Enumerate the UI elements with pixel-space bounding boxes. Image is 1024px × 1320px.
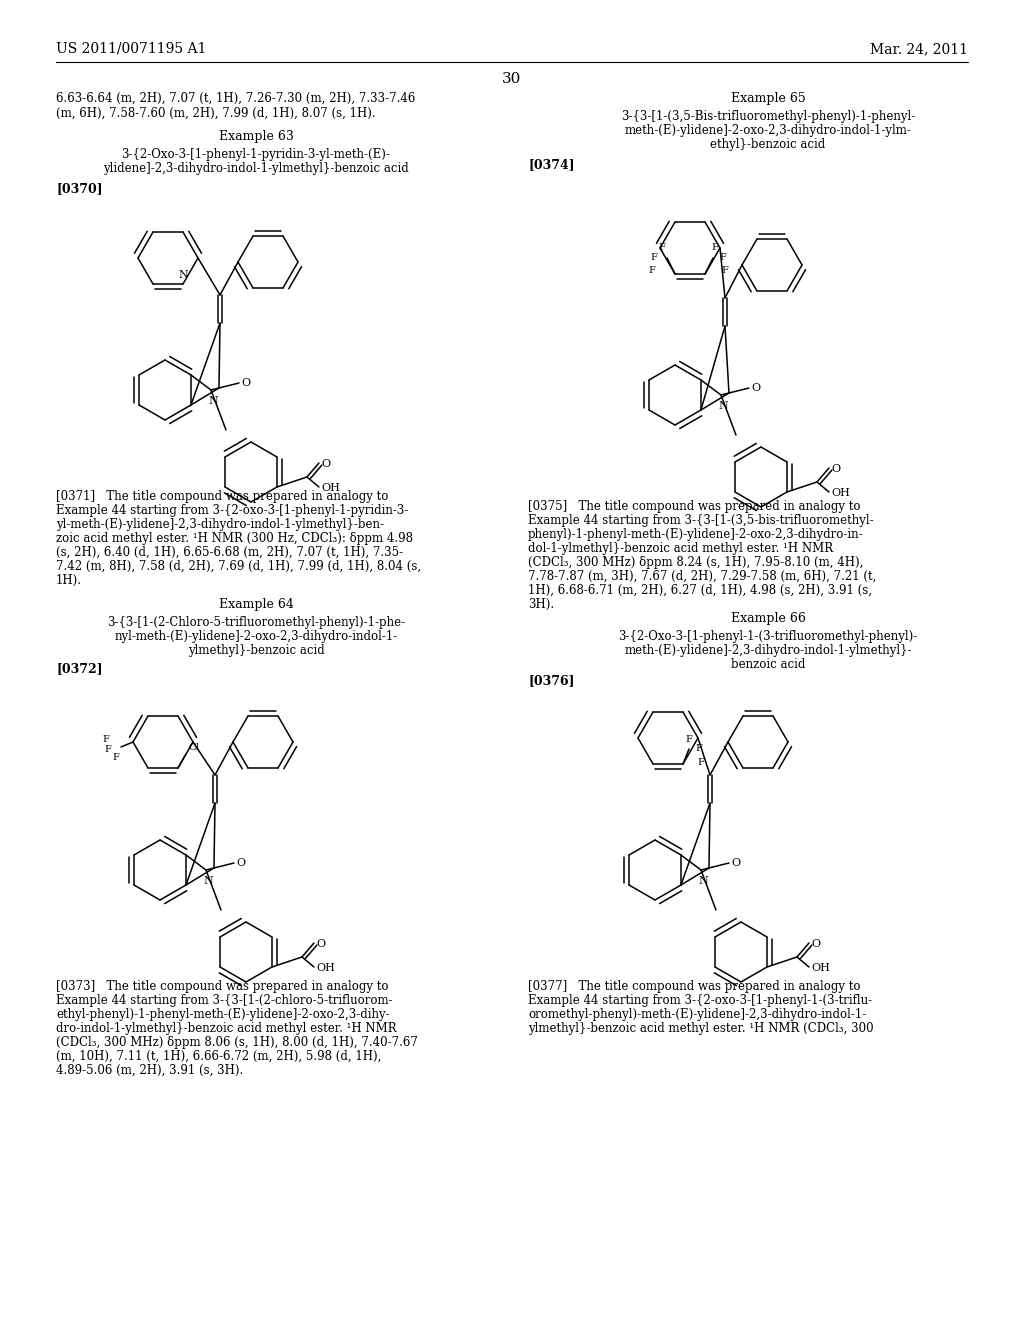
Text: F: F	[685, 735, 692, 744]
Text: [0374]: [0374]	[528, 158, 574, 172]
Text: (CDCl₃, 300 MHz) δppm 8.06 (s, 1H), 8.00 (d, 1H), 7.40-7.67: (CDCl₃, 300 MHz) δppm 8.06 (s, 1H), 8.00…	[56, 1036, 418, 1049]
Text: Example 44 starting from 3-{2-oxo-3-[1-phenyl-1-(3-triflu-: Example 44 starting from 3-{2-oxo-3-[1-p…	[528, 994, 872, 1007]
Text: N: N	[178, 271, 187, 280]
Text: (CDCl₃, 300 MHz) δppm 8.24 (s, 1H), 7.95-8.10 (m, 4H),: (CDCl₃, 300 MHz) δppm 8.24 (s, 1H), 7.95…	[528, 556, 863, 569]
Text: O: O	[731, 858, 740, 869]
Text: O: O	[321, 459, 330, 469]
Text: meth-(E)-ylidene]-2-oxo-2,3-dihydro-indol-1-ylm-: meth-(E)-ylidene]-2-oxo-2,3-dihydro-indo…	[625, 124, 911, 137]
Text: F: F	[648, 267, 655, 275]
Text: 1H).: 1H).	[56, 574, 82, 587]
Text: Example 44 starting from 3-{2-oxo-3-[1-phenyl-1-pyridin-3-: Example 44 starting from 3-{2-oxo-3-[1-p…	[56, 504, 409, 517]
Text: 7.78-7.87 (m, 3H), 7.67 (d, 2H), 7.29-7.58 (m, 6H), 7.21 (t,: 7.78-7.87 (m, 3H), 7.67 (d, 2H), 7.29-7.…	[528, 570, 877, 583]
Text: 7.42 (m, 8H), 7.58 (d, 2H), 7.69 (d, 1H), 7.99 (d, 1H), 8.04 (s,: 7.42 (m, 8H), 7.58 (d, 2H), 7.69 (d, 1H)…	[56, 560, 421, 573]
Text: [0372]: [0372]	[56, 663, 102, 675]
Text: nyl-meth-(E)-ylidene]-2-oxo-2,3-dihydro-indol-1-: nyl-meth-(E)-ylidene]-2-oxo-2,3-dihydro-…	[115, 630, 397, 643]
Text: [0377]   The title compound was prepared in analogy to: [0377] The title compound was prepared i…	[528, 979, 860, 993]
Text: F: F	[104, 746, 111, 755]
Text: (m, 10H), 7.11 (t, 1H), 6.66-6.72 (m, 2H), 5.98 (d, 1H),: (m, 10H), 7.11 (t, 1H), 6.66-6.72 (m, 2H…	[56, 1049, 381, 1063]
Text: [0370]: [0370]	[56, 182, 102, 195]
Text: Example 63: Example 63	[218, 129, 294, 143]
Text: [0371]   The title compound was prepared in analogy to: [0371] The title compound was prepared i…	[56, 490, 388, 503]
Text: O: O	[316, 939, 325, 949]
Text: F: F	[719, 253, 726, 263]
Text: 3-{2-Oxo-3-[1-phenyl-1-pyridin-3-yl-meth-(E)-: 3-{2-Oxo-3-[1-phenyl-1-pyridin-3-yl-meth…	[122, 148, 390, 161]
Text: N: N	[203, 876, 213, 886]
Text: F: F	[658, 243, 665, 252]
Text: ylmethyl}-benzoic acid methyl ester. ¹H NMR (CDCl₃, 300: ylmethyl}-benzoic acid methyl ester. ¹H …	[528, 1022, 873, 1035]
Text: [0373]   The title compound was prepared in analogy to: [0373] The title compound was prepared i…	[56, 979, 388, 993]
Text: F: F	[695, 744, 701, 754]
Text: O: O	[751, 383, 760, 393]
Text: 3-{2-Oxo-3-[1-phenyl-1-(3-trifluoromethyl-phenyl)-: 3-{2-Oxo-3-[1-phenyl-1-(3-trifluoromethy…	[618, 630, 918, 643]
Text: 1H), 6.68-6.71 (m, 2H), 6.27 (d, 1H), 4.98 (s, 2H), 3.91 (s,: 1H), 6.68-6.71 (m, 2H), 6.27 (d, 1H), 4.…	[528, 583, 872, 597]
Text: F: F	[650, 253, 657, 263]
Text: Example 65: Example 65	[731, 92, 805, 106]
Text: US 2011/0071195 A1: US 2011/0071195 A1	[56, 42, 207, 55]
Text: phenyl)-1-phenyl-meth-(E)-ylidene]-2-oxo-2,3-dihydro-in-: phenyl)-1-phenyl-meth-(E)-ylidene]-2-oxo…	[528, 528, 863, 541]
Text: 6.63-6.64 (m, 2H), 7.07 (t, 1H), 7.26-7.30 (m, 2H), 7.33-7.46: 6.63-6.64 (m, 2H), 7.07 (t, 1H), 7.26-7.…	[56, 92, 416, 106]
Text: F: F	[112, 754, 119, 763]
Text: 30: 30	[503, 73, 521, 86]
Text: [0375]   The title compound was prepared in analogy to: [0375] The title compound was prepared i…	[528, 500, 860, 513]
Text: yl-meth-(E)-ylidene]-2,3-dihydro-indol-1-ylmethyl}-ben-: yl-meth-(E)-ylidene]-2,3-dihydro-indol-1…	[56, 517, 384, 531]
Text: O: O	[241, 378, 250, 388]
Text: dro-indol-1-ylmethyl}-benzoic acid methyl ester. ¹H NMR: dro-indol-1-ylmethyl}-benzoic acid methy…	[56, 1022, 396, 1035]
Text: F: F	[102, 735, 109, 744]
Text: F: F	[697, 758, 703, 767]
Text: (s, 2H), 6.40 (d, 1H), 6.65-6.68 (m, 2H), 7.07 (t, 1H), 7.35-: (s, 2H), 6.40 (d, 1H), 6.65-6.68 (m, 2H)…	[56, 546, 403, 558]
Text: O: O	[830, 465, 840, 474]
Text: ethyl-phenyl)-1-phenyl-meth-(E)-ylidene]-2-oxo-2,3-dihy-: ethyl-phenyl)-1-phenyl-meth-(E)-ylidene]…	[56, 1008, 389, 1020]
Text: ethyl}-benzoic acid: ethyl}-benzoic acid	[711, 139, 825, 150]
Text: (m, 6H), 7.58-7.60 (m, 2H), 7.99 (d, 1H), 8.07 (s, 1H).: (m, 6H), 7.58-7.60 (m, 2H), 7.99 (d, 1H)…	[56, 107, 376, 120]
Text: [0376]: [0376]	[528, 675, 574, 686]
Text: OH: OH	[811, 964, 829, 973]
Text: 3H).: 3H).	[528, 598, 554, 611]
Text: zoic acid methyl ester. ¹H NMR (300 Hz, CDCl₃): δppm 4.98: zoic acid methyl ester. ¹H NMR (300 Hz, …	[56, 532, 413, 545]
Text: F: F	[711, 243, 718, 252]
Text: benzoic acid: benzoic acid	[731, 657, 805, 671]
Text: ylmethyl}-benzoic acid: ylmethyl}-benzoic acid	[187, 644, 325, 657]
Text: O: O	[811, 939, 820, 949]
Text: N: N	[718, 401, 728, 411]
Text: OH: OH	[830, 488, 850, 498]
Text: OH: OH	[321, 483, 340, 492]
Text: OH: OH	[316, 964, 335, 973]
Text: 4.89-5.06 (m, 2H), 3.91 (s, 3H).: 4.89-5.06 (m, 2H), 3.91 (s, 3H).	[56, 1064, 244, 1077]
Text: F: F	[721, 267, 728, 275]
Text: Cl: Cl	[188, 743, 200, 752]
Text: meth-(E)-ylidene]-2,3-dihydro-indol-1-ylmethyl}-: meth-(E)-ylidene]-2,3-dihydro-indol-1-yl…	[625, 644, 911, 657]
Text: ylidene]-2,3-dihydro-indol-1-ylmethyl}-benzoic acid: ylidene]-2,3-dihydro-indol-1-ylmethyl}-b…	[103, 162, 409, 176]
Text: dol-1-ylmethyl}-benzoic acid methyl ester. ¹H NMR: dol-1-ylmethyl}-benzoic acid methyl este…	[528, 543, 834, 554]
Text: oromethyl-phenyl)-meth-(E)-ylidene]-2,3-dihydro-indol-1-: oromethyl-phenyl)-meth-(E)-ylidene]-2,3-…	[528, 1008, 866, 1020]
Text: N: N	[208, 396, 218, 407]
Text: 3-{3-[1-(2-Chloro-5-trifluoromethyl-phenyl)-1-phe-: 3-{3-[1-(2-Chloro-5-trifluoromethyl-phen…	[106, 616, 406, 630]
Text: Example 66: Example 66	[730, 612, 806, 624]
Text: N: N	[698, 876, 708, 886]
Text: Mar. 24, 2011: Mar. 24, 2011	[870, 42, 968, 55]
Text: Example 64: Example 64	[218, 598, 294, 611]
Text: 3-{3-[1-(3,5-Bis-trifluoromethyl-phenyl)-1-phenyl-: 3-{3-[1-(3,5-Bis-trifluoromethyl-phenyl)…	[621, 110, 915, 123]
Text: O: O	[236, 858, 245, 869]
Text: Example 44 starting from 3-{3-[1-(3,5-bis-trifluoromethyl-: Example 44 starting from 3-{3-[1-(3,5-bi…	[528, 513, 873, 527]
Text: Example 44 starting from 3-{3-[1-(2-chloro-5-trifluorom-: Example 44 starting from 3-{3-[1-(2-chlo…	[56, 994, 392, 1007]
